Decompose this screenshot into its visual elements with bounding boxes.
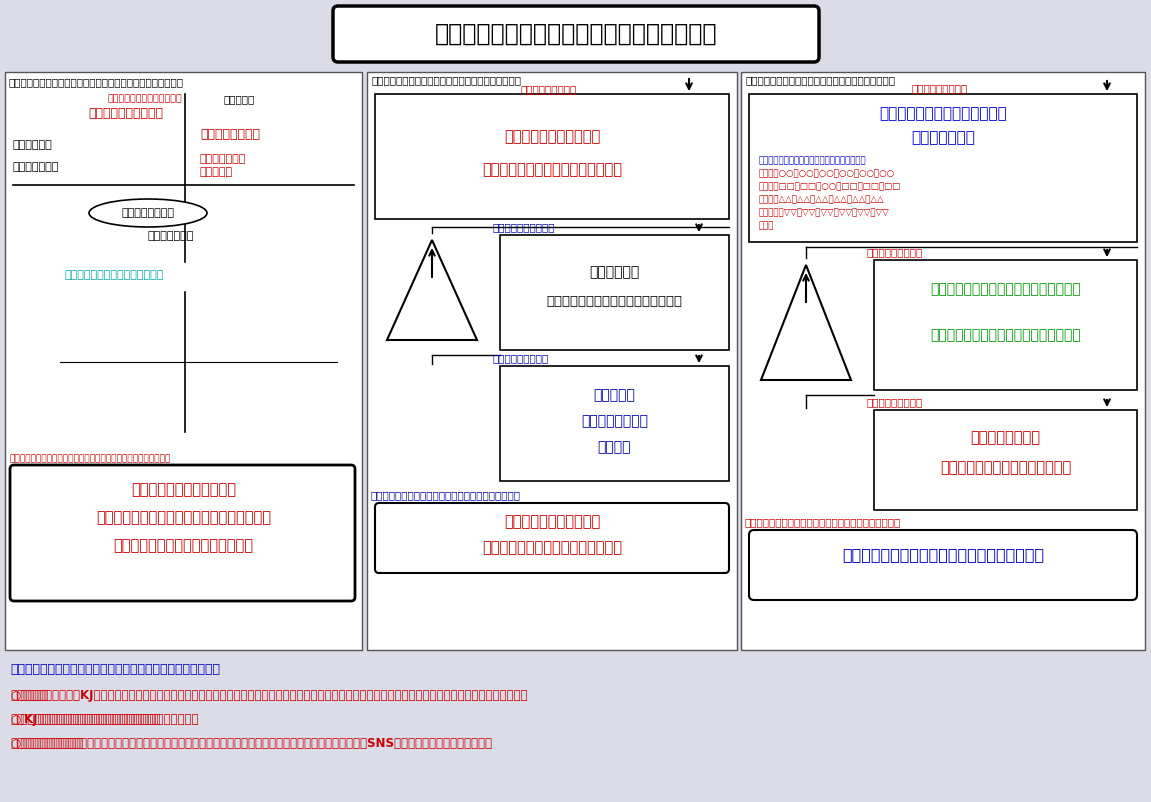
- Bar: [367, 72, 737, 650]
- Text: 「モノの送り手の論理」を洞察する思考フォーマット: 「モノの送り手の論理」を洞察する思考フォーマット: [372, 75, 523, 85]
- Text: 子供は自発的な学習意欲をもてない: 子供は自発的な学習意欲をもてない: [482, 540, 622, 555]
- Text: 構想総括＝创造的な概念構築によるコンセプトへの総括: 構想総括＝创造的な概念構築によるコンセプトへの総括: [745, 517, 901, 527]
- Text: 知識の詰め込みで: 知識の詰め込みで: [581, 414, 648, 428]
- Text: お菓子屋　▽▽＋▽▽＋▽▽＋▽▽＋▽▽＋▽▽: お菓子屋 ▽▽＋▽▽＋▽▽＋▽▽＋▽▽＋▽▽: [759, 208, 890, 217]
- Text: 大工　　△△＋△△＋△△＋△△＋△△＋△△: 大工 △△＋△△＋△△＋△△＋△△＋△△: [759, 195, 885, 204]
- Text: 「未対応ターゲットと潜在ニーズ」を見出す思考フォーマット: 「未対応ターゲットと潜在ニーズ」を見出す思考フォーマット: [9, 77, 184, 87]
- Text: 学ばせる: 学ばせる: [597, 440, 631, 454]
- Text: 主要学科を学ぶ: 主要学科を学ぶ: [13, 162, 60, 172]
- Text: 学ぶ理由を教えないため: 学ぶ理由を教えないため: [504, 129, 600, 144]
- Text: 構想の概要とKJにとってのメリット（有意義な話題性ある社会貢献によるブランド力向上＋地域社会との密着＋集客力のアップ＋教育効果のアップなど）: 構想の概要とKJにとってのメリット（有意義な話題性ある社会貢献によるブランド力向…: [10, 689, 527, 702]
- Text: ・・・: ・・・: [759, 221, 775, 230]
- Bar: [749, 94, 1137, 242]
- Text: ＊＜職業体験シミュレーション型カリキュラム＞の具現化構想: ＊＜職業体験シミュレーション型カリキュラム＞の具現化構想: [10, 663, 220, 676]
- Text: （コト＝生活や仕事に活かされない）: （コト＝生活や仕事に活かされない）: [547, 295, 683, 308]
- Text: コトの画期的な意味: コトの画期的な意味: [867, 397, 923, 407]
- Text: 魚屋　　□□＋□□＋○○＋□□＋□□＋□□: 魚屋 □□＋□□＋○○＋□□＋□□＋□□: [759, 182, 901, 191]
- Bar: [874, 410, 1137, 510]
- Text: 理由を学ぶ: 理由を学ぶ: [200, 167, 234, 177]
- Text: ニーズ／概念ポートフォリオ: ニーズ／概念ポートフォリオ: [108, 94, 183, 103]
- Text: ○カリキュラムの雛形: ○カリキュラムの雛形: [10, 737, 83, 750]
- Polygon shape: [387, 240, 477, 340]
- FancyBboxPatch shape: [10, 465, 355, 601]
- Text: 体験シミュレーション: 体験シミュレーション: [87, 107, 163, 120]
- Text: 子供に自発的な学習意欲を与える: 子供に自発的な学習意欲を与える: [940, 460, 1072, 475]
- Text: コトの個性的な感覚: コトの個性的な感覚: [867, 247, 923, 257]
- Text: ○カリキュラムの設計と実施をするコラボ体制: ○カリキュラムの設計と実施をするコラボ体制: [10, 713, 160, 726]
- Text: ＜職業体験シミュレーション型カリキュラム＞: ＜職業体験シミュレーション型カリキュラム＞: [841, 547, 1044, 562]
- Text: 「コトの受け手の論理」を構築する思考フォーマット: 「コトの受け手の論理」を構築する思考フォーマット: [746, 75, 895, 85]
- Text: 好きな事や将来なりたい職業が見つかる: 好きな事や将来なりたい職業が見つかる: [930, 328, 1081, 342]
- Text: 構想戦略＝未対応ターゲットの潜在ニーズの洞察と振り起しの骨子: 構想戦略＝未対応ターゲットの潜在ニーズの洞察と振り起しの骨子: [10, 454, 171, 463]
- Text: 「主要学科を学ぶ理由」を: 「主要学科を学ぶ理由」を: [131, 482, 236, 497]
- Text: 子供は自発的な学習意欲をもてない: 子供は自発的な学習意欲をもてない: [482, 162, 622, 177]
- Text: 知識の詰め込み: 知識の詰め込み: [148, 231, 195, 241]
- Bar: [741, 72, 1145, 650]
- Bar: [5, 72, 363, 650]
- FancyBboxPatch shape: [375, 503, 729, 573]
- FancyBboxPatch shape: [333, 6, 820, 62]
- Text: 学ぶ理由を教えないため: 学ぶ理由を教えないため: [504, 514, 600, 529]
- Text: モノの画一的な機能: モノの画一的な機能: [493, 353, 549, 363]
- Text: 主要学科を: 主要学科を: [594, 388, 635, 402]
- Text: コトの皮相的な意味: コトの皮相的な意味: [521, 84, 577, 94]
- Text: ＊職業体験シミュレーション型カリキュラム: ＊職業体験シミュレーション型カリキュラム: [435, 22, 717, 46]
- Text: 教室坐学　　＋現場体験学習　　＋＜テキストや視聴覚教材～体験録画～課題発表感想SNS＞等の総合学習ソリューション: 教室坐学 ＋現場体験学習 ＋＜テキストや視聴覚教材～体験録画～課題発表感想SNS…: [10, 737, 491, 750]
- Text: ＜職業体験シミュレーション型: ＜職業体験シミュレーション型: [879, 106, 1007, 121]
- Bar: [874, 260, 1137, 390]
- Text: 子供に自発的な学習動機を与える: 子供に自発的な学習動機を与える: [114, 538, 253, 553]
- Text: 洞察総括＝批判的な概念分析による現状の問題の発見: 洞察総括＝批判的な概念分析による現状の問題の発見: [371, 490, 521, 500]
- Bar: [375, 94, 729, 219]
- Text: KJスタッフ＋業界団体スタッフ＋リユー中部スタッフ: KJスタッフ＋業界団体スタッフ＋リユー中部スタッフ: [10, 713, 198, 726]
- Text: モノの没個性的な感覚: モノの没個性的な感覚: [493, 222, 556, 232]
- Polygon shape: [761, 265, 851, 380]
- FancyBboxPatch shape: [749, 530, 1137, 600]
- Text: 国語　算数　理科　社会　道徳　体育: 国語 算数 理科 社会 道徳 体育: [759, 156, 867, 165]
- Text: 主要学科を学ぶ: 主要学科を学ぶ: [200, 154, 246, 164]
- Text: 子供が学ぶ理由に納得して自発的になる: 子供が学ぶ理由に納得して自発的になる: [930, 282, 1081, 296]
- Text: 「体験シミュレーション」によって学ばせて: 「体験シミュレーション」によって学ばせて: [96, 510, 270, 525]
- Text: ○構想骨子: ○構想骨子: [10, 689, 48, 702]
- Text: 学び方軸：: 学び方軸：: [224, 94, 256, 104]
- Ellipse shape: [89, 199, 207, 227]
- Text: モノの特徴的な機能: モノの特徴的な機能: [912, 83, 968, 93]
- Text: 現状カリキュラム: 現状カリキュラム: [122, 208, 175, 218]
- Text: 知識がモノ化: 知識がモノ化: [589, 265, 640, 279]
- Text: 学ぶ理由を教えて: 学ぶ理由を教えて: [970, 430, 1041, 445]
- Text: 新型カリキュラム: 新型カリキュラム: [200, 128, 260, 141]
- Text: 八百屋　○○＋○○＋○○＋○○＋○○＋○○: 八百屋 ○○＋○○＋○○＋○○＋○○＋○○: [759, 169, 895, 178]
- Bar: [500, 235, 729, 350]
- Text: ターゲット／観念ポートフォリオ: ターゲット／観念ポートフォリオ: [64, 270, 165, 280]
- Text: カリキュラム＞: カリキュラム＞: [912, 130, 975, 145]
- Text: 学ぶ内容軸：: 学ぶ内容軸：: [13, 140, 53, 150]
- Bar: [500, 366, 729, 481]
